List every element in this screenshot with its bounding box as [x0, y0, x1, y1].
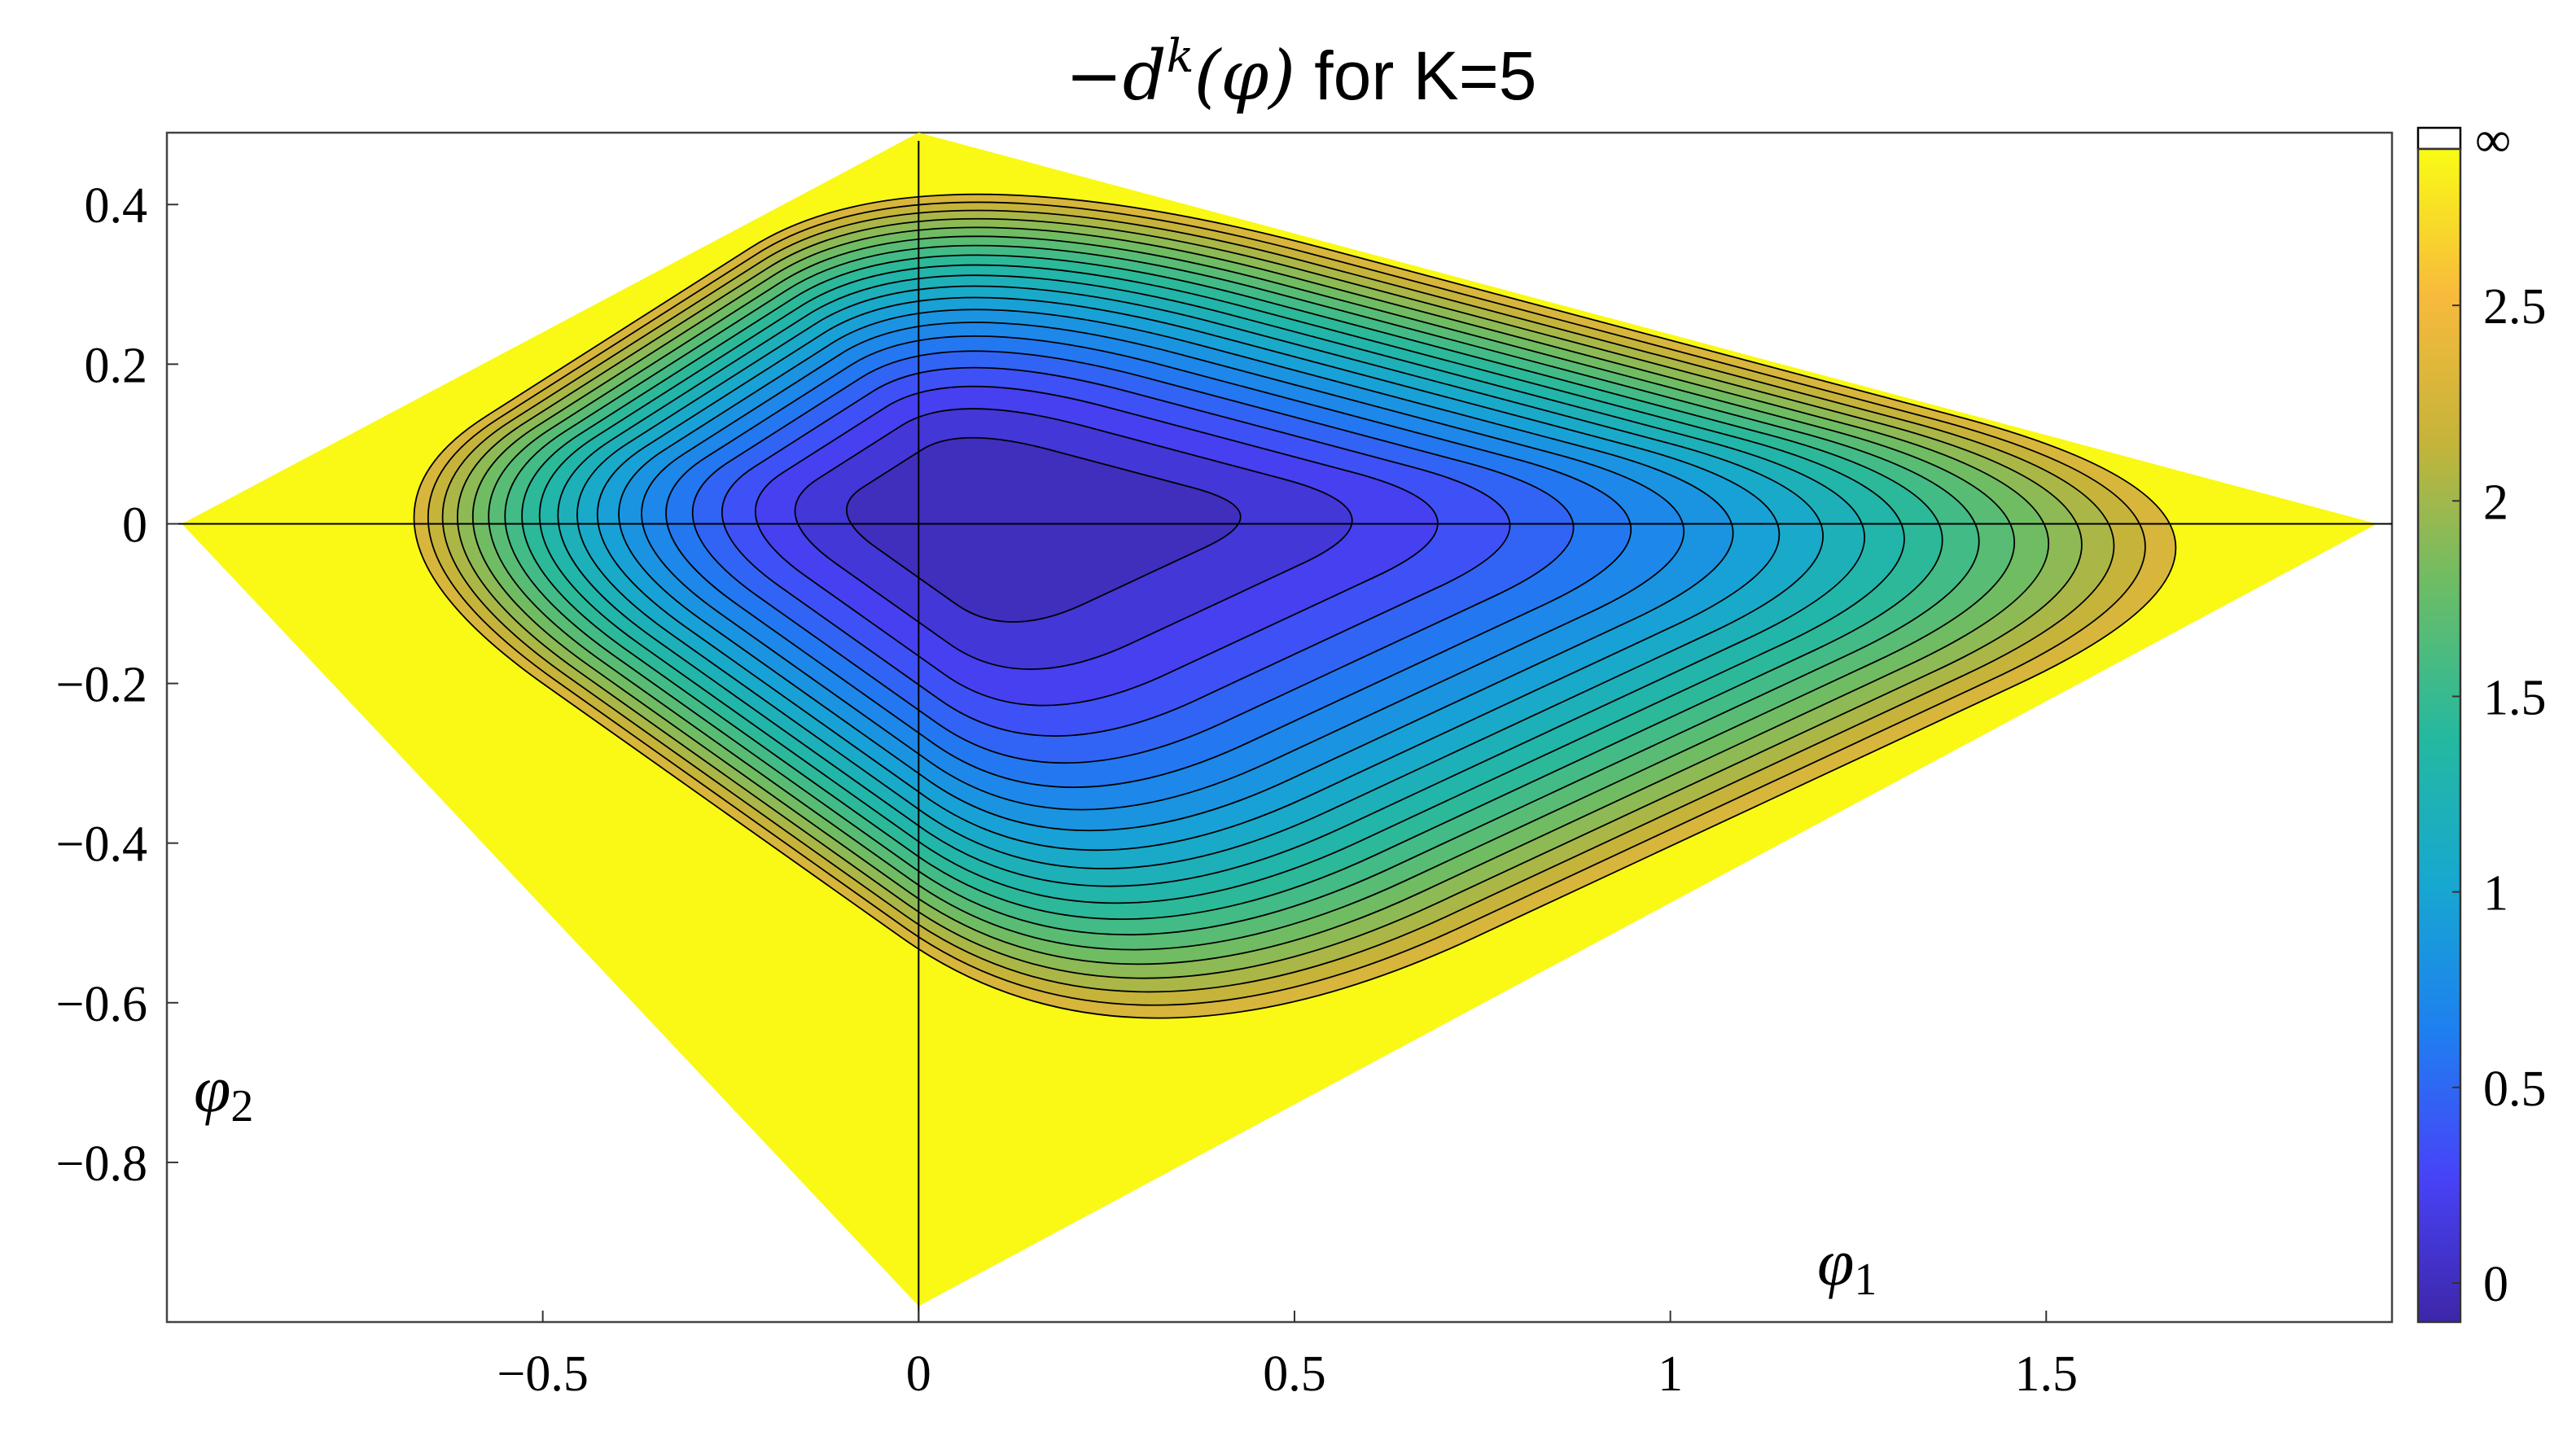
y-tick-label: −0.4 — [56, 817, 147, 873]
y-tick-label: −0.2 — [56, 658, 147, 713]
chart-title: −dk(φ) for K=5 — [1066, 30, 1537, 116]
colorbar-tick-label: 1.5 — [2483, 670, 2547, 725]
y-axis-label: φ2 — [194, 1052, 253, 1132]
colorbar-tick-label: 2.5 — [2483, 279, 2547, 335]
x-tick-label: 1.5 — [2015, 1346, 2079, 1402]
colorbar-tick-label: 0.5 — [2483, 1062, 2547, 1117]
x-tick-label: −0.5 — [497, 1346, 588, 1402]
colorbar-gradient — [2416, 147, 2462, 1324]
y-tick-label: 0.4 — [85, 178, 148, 234]
x-axis-label: φ1 — [1817, 1225, 1877, 1305]
y-tick-label: −0.8 — [56, 1136, 147, 1192]
y-tick-label: 0.2 — [85, 338, 148, 393]
colorbar-tick-label: 1 — [2483, 866, 2508, 922]
x-tick-label: 0.5 — [1263, 1346, 1326, 1402]
contour-band — [846, 436, 1242, 623]
y-axis-ticks: 0.4 0.2 0 −0.2 −0.4 −0.6 −0.8 — [56, 178, 178, 1192]
x-tick-label: 1 — [1658, 1346, 1683, 1402]
y-tick-label: −0.6 — [56, 977, 147, 1032]
y-tick-label: 0 — [122, 497, 147, 553]
colorbar: ∞ 0 0.5 1 1.5 2 2.5 — [2416, 112, 2547, 1324]
x-tick-label: 0 — [906, 1346, 931, 1402]
x-axis-ticks: −0.5 0 0.5 1 1.5 — [497, 1311, 2078, 1402]
colorbar-infinity-swatch — [2416, 126, 2462, 151]
colorbar-tick-label: 0 — [2483, 1257, 2508, 1312]
colorbar-tick-label: 2 — [2483, 475, 2508, 530]
contour-bands — [413, 193, 2177, 1019]
colorbar-infinity-label: ∞ — [2475, 112, 2511, 168]
colorbar-ticks: 0 0.5 1 1.5 2 2.5 — [2452, 279, 2547, 1312]
